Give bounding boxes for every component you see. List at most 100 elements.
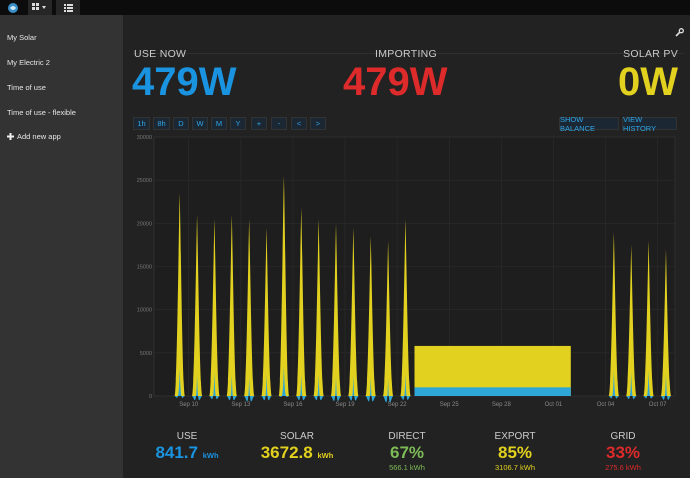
solar-peak	[261, 227, 272, 396]
direct-kwh: 566.1 kWh	[389, 463, 425, 472]
total-solar-unit: kWh	[317, 451, 334, 460]
use-peak	[330, 376, 342, 402]
y-tick-label: 30000	[137, 135, 152, 141]
total-solar-number: 3672.8	[260, 443, 313, 462]
sidebar-item-my-electric-2[interactable]: My Electric 2	[7, 58, 50, 67]
y-tick-label: 15000	[137, 265, 152, 271]
sidebar-item-label: My Electric 2	[7, 58, 50, 67]
range-month-button[interactable]: M	[211, 117, 227, 130]
solar-peak	[400, 219, 411, 396]
use-peak	[209, 371, 220, 400]
grid-value: 33%	[605, 443, 641, 462]
use-peak	[365, 377, 376, 402]
use-peak	[261, 374, 272, 401]
total-use-unit: kWh	[202, 451, 219, 460]
solar-peak	[626, 244, 637, 396]
solar-peak	[243, 219, 255, 396]
solar-peak	[643, 240, 654, 396]
sidebar-item-time-of-use[interactable]: Time of use	[7, 83, 46, 92]
add-new-app-label: Add new app	[17, 132, 61, 141]
solar-peak	[382, 240, 394, 396]
use-peak	[643, 370, 654, 399]
use-peak	[191, 374, 203, 401]
zoom-in-button[interactable]: +	[251, 117, 267, 130]
grid-kwh: 275.6 kWh	[605, 463, 641, 472]
emoncms-logo-icon[interactable]	[2, 0, 24, 15]
x-tick-label: Sep 16	[283, 402, 303, 408]
solar-peak	[608, 231, 620, 396]
x-tick-label: Sep 19	[336, 402, 356, 408]
importing-label: IMPORTING	[375, 48, 438, 60]
export-label: EXPORT	[494, 431, 536, 442]
add-new-app-link[interactable]: Add new app	[7, 132, 61, 141]
range-week-button[interactable]: W	[192, 117, 208, 130]
list-menu-button[interactable]	[56, 0, 80, 15]
x-tick-label: Sep 10	[179, 402, 199, 408]
y-tick-label: 25000	[137, 178, 152, 184]
x-tick-label: Sep 13	[231, 402, 251, 408]
use-peak	[226, 374, 238, 401]
sidebar-item-my-solar[interactable]: My Solar	[7, 33, 37, 42]
range-8h-button[interactable]: 8h	[153, 117, 170, 130]
grid-icon	[32, 3, 46, 10]
direct-value: 67%	[389, 443, 425, 462]
use-peak	[660, 373, 672, 400]
use-peak	[296, 374, 307, 401]
use-now-value: 479W	[132, 60, 237, 104]
solar-peak	[191, 214, 203, 396]
use-peak	[313, 374, 324, 401]
total-use-label: USE	[176, 431, 198, 442]
solar-peak	[226, 214, 238, 396]
range-day-button[interactable]: D	[173, 117, 189, 130]
y-tick-label: 0	[149, 394, 152, 400]
importing-value: 479W	[343, 60, 448, 104]
pan-right-button[interactable]: >	[310, 117, 326, 130]
x-tick-label: Sep 25	[440, 402, 460, 408]
header-divider	[133, 53, 684, 54]
direct-label: DIRECT	[388, 431, 426, 442]
solar-peak	[313, 219, 324, 396]
x-tick-label: Oct 04	[597, 402, 615, 408]
total-solar-label: SOLAR	[280, 431, 314, 442]
pan-left-button[interactable]: <	[291, 117, 307, 130]
use-peak	[278, 365, 290, 398]
sidebar: My Solar My Electric 2 Time of use Time …	[0, 15, 123, 478]
solar-peak	[296, 207, 307, 396]
zoom-out-button[interactable]: -	[271, 117, 287, 130]
use-peak	[243, 377, 255, 402]
total-use-value: 841.7 kWh	[132, 443, 242, 463]
sidebar-item-label: Time of use	[7, 83, 46, 92]
use-flat-block	[414, 387, 571, 396]
x-tick-label: Oct 07	[649, 402, 667, 408]
y-tick-label: 20000	[137, 221, 152, 227]
range-1h-button[interactable]: 1h	[133, 117, 150, 130]
apps-grid-menu-button[interactable]	[28, 0, 52, 15]
use-peak	[382, 378, 394, 403]
power-chart[interactable]: 0 5000 10000 15000 20000 25000 30000 Sep 10 Sep …	[132, 135, 677, 410]
plus-icon	[7, 133, 14, 140]
use-peak	[608, 370, 620, 399]
total-use-number: 841.7	[155, 443, 198, 462]
y-tick-label: 10000	[137, 308, 152, 314]
y-tick-label: 5000	[140, 351, 152, 357]
view-history-button[interactable]: VIEW HISTORY	[622, 115, 677, 133]
solar-pv-label: SOLAR PV	[623, 48, 678, 60]
show-balance-button[interactable]: SHOW BALANCE	[559, 115, 619, 133]
main-panel: USE NOW 479W IMPORTING 479W SOLAR PV 0W …	[123, 15, 690, 478]
solar-peak	[348, 227, 359, 396]
top-navbar	[0, 0, 690, 15]
use-peak	[174, 368, 185, 398]
export-kwh: 3106.7 kWh	[494, 463, 536, 472]
x-tick-label: Sep 28	[492, 402, 512, 408]
sidebar-item-time-of-use-flexible[interactable]: Time of use - flexible	[7, 108, 76, 117]
use-peak	[348, 375, 359, 401]
wrench-icon[interactable]	[675, 24, 684, 42]
solar-peak	[209, 219, 220, 396]
x-tick-label: Sep 22	[388, 402, 408, 408]
use-peak	[626, 371, 637, 400]
range-year-button[interactable]: Y	[230, 117, 246, 130]
use-peak	[400, 373, 411, 400]
solar-pv-value: 0W	[618, 60, 678, 104]
use-now-label: USE NOW	[134, 48, 187, 60]
solar-peak	[174, 193, 185, 396]
